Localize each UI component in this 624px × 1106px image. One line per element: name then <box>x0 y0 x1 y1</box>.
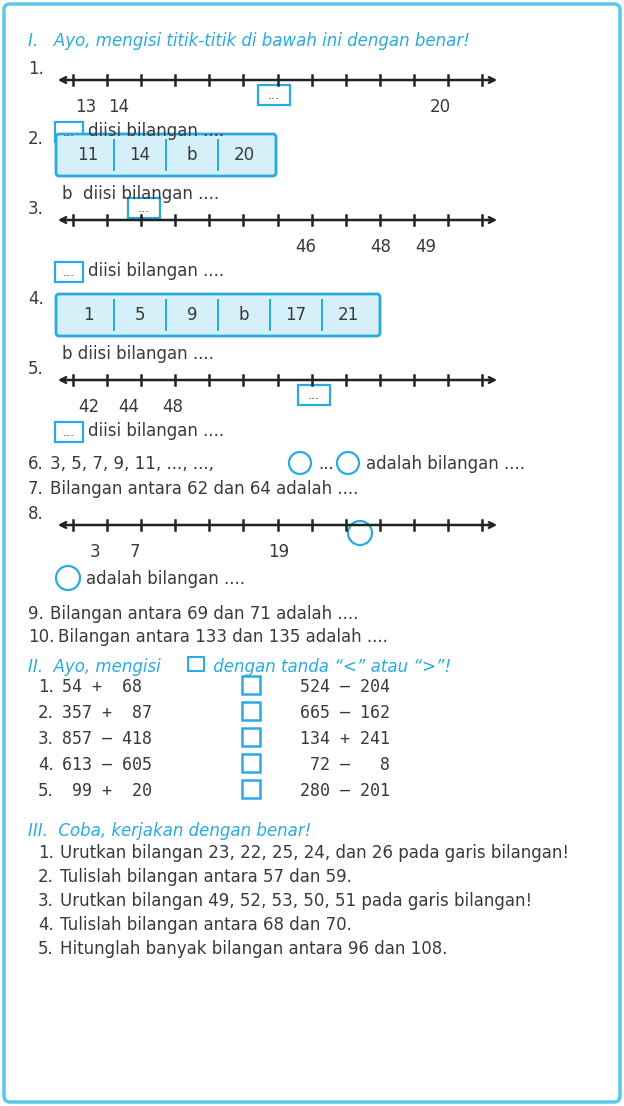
Text: ...: ... <box>308 389 320 401</box>
Text: 357 +  87: 357 + 87 <box>62 705 152 722</box>
Text: 99 +  20: 99 + 20 <box>62 782 152 800</box>
Text: diisi bilangan ....: diisi bilangan .... <box>88 422 224 440</box>
Text: ...: ... <box>268 88 280 102</box>
Text: ...: ... <box>138 202 150 215</box>
Text: ...: ... <box>63 426 75 439</box>
Text: 2.: 2. <box>38 705 54 722</box>
Text: 8.: 8. <box>28 505 44 523</box>
Text: 44: 44 <box>118 398 139 416</box>
Text: 7.: 7. <box>28 480 44 498</box>
Text: 14: 14 <box>129 146 150 164</box>
Text: 4.: 4. <box>38 757 54 774</box>
FancyBboxPatch shape <box>56 134 276 176</box>
Text: b  diisi bilangan ....: b diisi bilangan .... <box>62 185 219 204</box>
Text: ...: ... <box>318 455 334 473</box>
Text: Urutkan bilangan 23, 22, 25, 24, dan 26 pada garis bilangan!: Urutkan bilangan 23, 22, 25, 24, dan 26 … <box>60 844 569 862</box>
Text: b diisi bilangan ....: b diisi bilangan .... <box>62 345 214 363</box>
Text: Tulislah bilangan antara 68 dan 70.: Tulislah bilangan antara 68 dan 70. <box>60 916 352 933</box>
Bar <box>242 754 260 772</box>
Text: Urutkan bilangan 49, 52, 53, 50, 51 pada garis bilangan!: Urutkan bilangan 49, 52, 53, 50, 51 pada… <box>60 893 532 910</box>
Text: 5.: 5. <box>38 782 54 800</box>
Text: 9: 9 <box>187 306 197 324</box>
Text: 20: 20 <box>430 98 451 116</box>
Text: 4.: 4. <box>28 290 44 307</box>
Bar <box>242 780 260 799</box>
Text: 1.: 1. <box>28 60 44 79</box>
Text: Bilangan antara 62 dan 64 adalah ....: Bilangan antara 62 dan 64 adalah .... <box>50 480 358 498</box>
Text: 665 – 162: 665 – 162 <box>300 705 390 722</box>
Bar <box>188 657 204 671</box>
Text: Hitunglah banyak bilangan antara 96 dan 108.: Hitunglah banyak bilangan antara 96 dan … <box>60 940 447 958</box>
FancyBboxPatch shape <box>56 294 380 336</box>
Text: 42: 42 <box>78 398 99 416</box>
Bar <box>128 198 160 218</box>
Text: 49: 49 <box>415 238 436 255</box>
Text: 3.: 3. <box>28 200 44 218</box>
Bar <box>55 262 83 282</box>
Text: 1: 1 <box>83 306 94 324</box>
Text: 5.: 5. <box>38 940 54 958</box>
Bar <box>298 385 330 405</box>
Bar <box>242 728 260 747</box>
FancyBboxPatch shape <box>4 4 620 1102</box>
Text: ...: ... <box>63 126 75 139</box>
Text: 10.: 10. <box>28 628 54 646</box>
Text: II.  Ayo, mengisi: II. Ayo, mengisi <box>28 658 166 676</box>
Text: I.   Ayo, mengisi titik-titik di bawah ini dengan benar!: I. Ayo, mengisi titik-titik di bawah ini… <box>28 32 470 50</box>
Text: III.  Coba, kerjakan dengan benar!: III. Coba, kerjakan dengan benar! <box>28 822 311 839</box>
Text: adalah bilangan ....: adalah bilangan .... <box>366 455 525 473</box>
Text: 2.: 2. <box>28 131 44 148</box>
Text: 46: 46 <box>295 238 316 255</box>
Bar <box>242 702 260 720</box>
Text: 5.: 5. <box>28 359 44 378</box>
Text: 17: 17 <box>285 306 306 324</box>
Bar <box>258 85 290 105</box>
Text: 4.: 4. <box>38 916 54 933</box>
Text: 54 +  68: 54 + 68 <box>62 678 142 696</box>
Text: Bilangan antara 69 dan 71 adalah ....: Bilangan antara 69 dan 71 adalah .... <box>50 605 358 623</box>
Text: dengan tanda “<” atau “>”!: dengan tanda “<” atau “>”! <box>208 658 451 676</box>
Text: 3: 3 <box>90 543 100 561</box>
Text: 613 – 605: 613 – 605 <box>62 757 152 774</box>
Text: 3, 5, 7, 9, 11, ..., ...,: 3, 5, 7, 9, 11, ..., ..., <box>50 455 214 473</box>
Text: b: b <box>187 146 197 164</box>
Text: b: b <box>239 306 249 324</box>
Text: adalah bilangan ....: adalah bilangan .... <box>86 570 245 588</box>
Text: 14: 14 <box>108 98 129 116</box>
Text: 20: 20 <box>233 146 255 164</box>
Text: 134 + 241: 134 + 241 <box>300 730 390 748</box>
Text: 48: 48 <box>370 238 391 255</box>
Text: 1.: 1. <box>38 844 54 862</box>
Text: diisi bilangan ....: diisi bilangan .... <box>88 122 224 140</box>
Text: 5: 5 <box>135 306 145 324</box>
Text: 7: 7 <box>130 543 140 561</box>
Bar <box>55 422 83 442</box>
Text: ...: ... <box>63 267 75 279</box>
Text: 6.: 6. <box>28 455 44 473</box>
Text: Bilangan antara 133 dan 135 adalah ....: Bilangan antara 133 dan 135 adalah .... <box>58 628 388 646</box>
Text: 21: 21 <box>338 306 359 324</box>
Text: 9.: 9. <box>28 605 44 623</box>
Text: diisi bilangan ....: diisi bilangan .... <box>88 262 224 280</box>
Text: Tulislah bilangan antara 57 dan 59.: Tulislah bilangan antara 57 dan 59. <box>60 868 352 886</box>
Text: 3.: 3. <box>38 893 54 910</box>
Bar <box>242 676 260 693</box>
Text: 857 – 418: 857 – 418 <box>62 730 152 748</box>
Text: 524 – 204: 524 – 204 <box>300 678 390 696</box>
Text: 19: 19 <box>268 543 289 561</box>
Text: 1.: 1. <box>38 678 54 696</box>
Text: 2.: 2. <box>38 868 54 886</box>
Text: 280 – 201: 280 – 201 <box>300 782 390 800</box>
Text: 11: 11 <box>77 146 99 164</box>
Text: 72 –   8: 72 – 8 <box>300 757 390 774</box>
Bar <box>55 122 83 142</box>
Text: 3.: 3. <box>38 730 54 748</box>
Text: 13: 13 <box>75 98 96 116</box>
Text: 48: 48 <box>162 398 183 416</box>
